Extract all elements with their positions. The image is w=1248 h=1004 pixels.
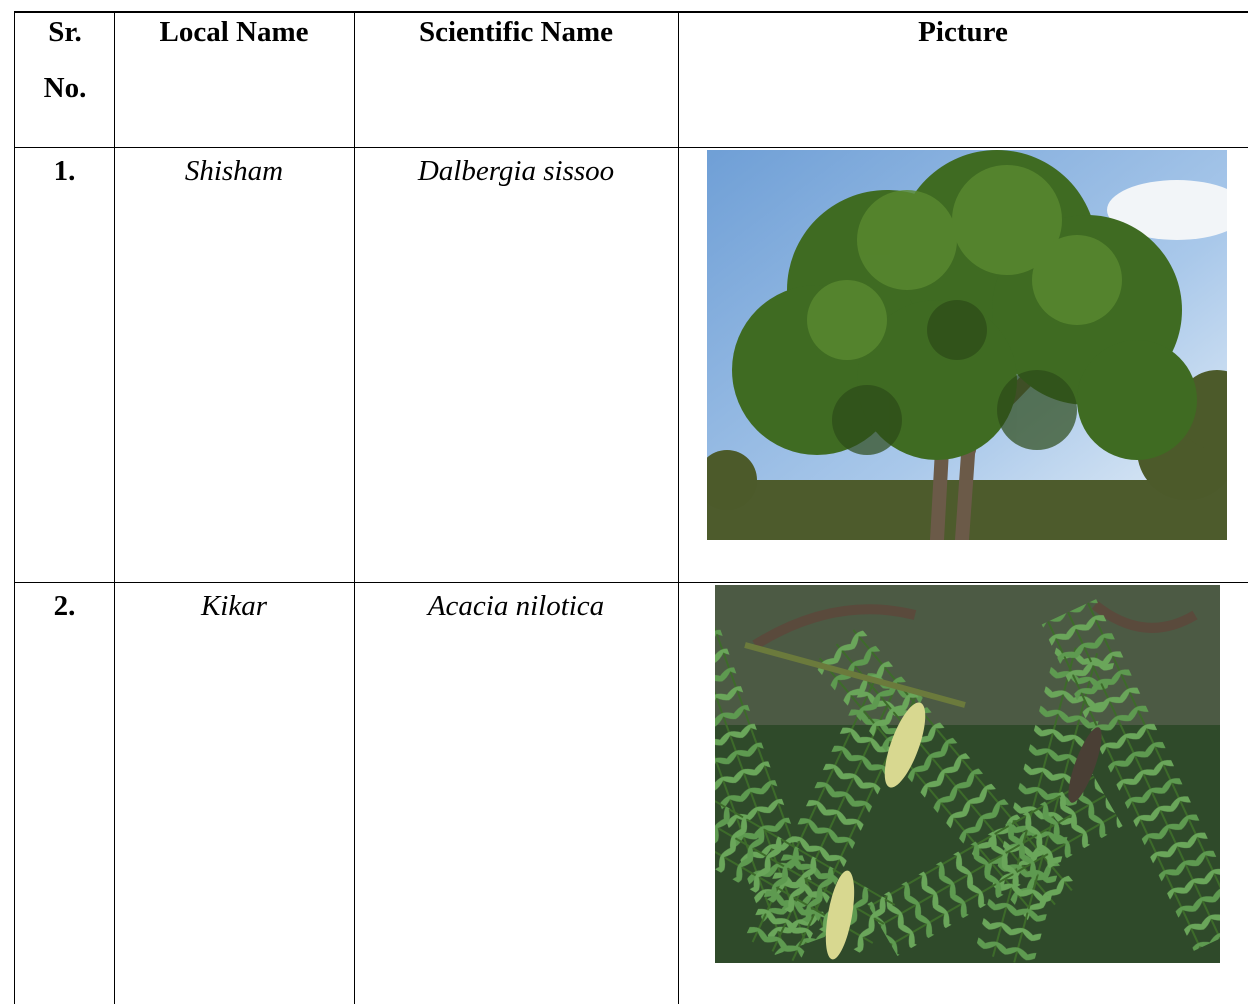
local-name: Kikar (200, 590, 268, 622)
row-border (15, 582, 1248, 583)
header-cell: Local Name (159, 16, 309, 48)
serial-number: 1. (53, 155, 76, 187)
column-border (678, 11, 679, 1004)
serial-number: 2. (53, 590, 76, 622)
header-cell: Picture (918, 16, 1008, 48)
header-cell: Sr. No. (43, 16, 87, 104)
scientific-name: Acacia nilotica (427, 590, 605, 622)
column-border (114, 11, 115, 1004)
column-border (354, 11, 355, 1004)
local-name: Shisham (184, 155, 284, 187)
acacia-picture (715, 585, 1220, 963)
table-border (15, 11, 1248, 13)
scientific-name: Dalbergia sissoo (417, 155, 615, 187)
tree-picture (707, 150, 1227, 540)
header-cell: Scientific Name (418, 16, 614, 48)
row-border (15, 147, 1248, 148)
column-border (14, 11, 15, 1004)
